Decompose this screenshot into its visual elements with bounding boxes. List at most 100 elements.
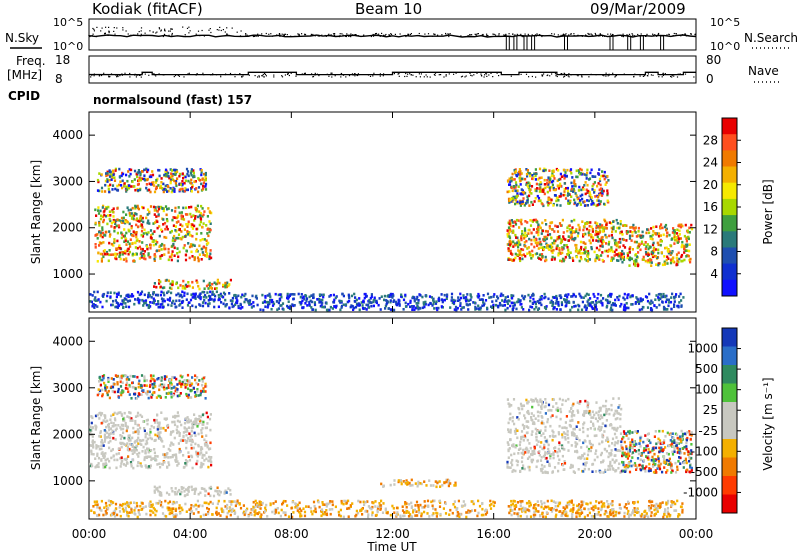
echo-cell [187, 437, 190, 440]
echo-cell [544, 255, 547, 259]
echo-cell [276, 300, 279, 303]
echo-cell [156, 488, 159, 491]
echo-cell [517, 249, 520, 252]
echo-cell [186, 172, 189, 176]
echo-cell [178, 434, 181, 437]
echo-cell [672, 259, 675, 263]
echo-cell [162, 182, 165, 186]
echo-cell [212, 293, 216, 296]
echo-cell [154, 242, 158, 246]
nave-dot [98, 75, 100, 77]
echo-cell [159, 394, 162, 398]
echo-cell [508, 222, 511, 226]
echo-cell [529, 296, 532, 299]
echo-cell [122, 510, 125, 513]
echo-cell [184, 253, 188, 257]
echo-cell [540, 176, 543, 179]
sky-noise-dot [268, 33, 270, 35]
echo-cell [120, 236, 123, 240]
echo-cell [179, 439, 182, 443]
echo-cell [120, 231, 123, 235]
nave-dot [135, 76, 137, 78]
echo-cell [652, 225, 655, 229]
echo-cell [542, 247, 545, 251]
echo-cell [484, 299, 488, 302]
echo-cell [181, 295, 184, 299]
echo-cell [102, 419, 105, 422]
echo-cell [175, 428, 178, 432]
echo-cell [112, 207, 115, 210]
echo-cell [202, 279, 205, 283]
echo-cell [154, 206, 157, 209]
echo-cell [132, 259, 136, 262]
echo-cell [136, 452, 139, 456]
echo-cell [99, 435, 102, 438]
echo-cell [155, 285, 158, 289]
echo-cell [619, 305, 622, 308]
echo-cell [204, 301, 207, 305]
echo-cell [544, 259, 547, 263]
echo-cell [197, 394, 200, 397]
echo-cell [523, 204, 526, 207]
echo-cell [110, 225, 113, 228]
echo-cell [638, 300, 641, 303]
echo-cell [577, 169, 580, 172]
echo-cell [198, 253, 201, 256]
echo-cell [185, 249, 188, 253]
echo-cell [167, 207, 170, 210]
echo-cell [138, 439, 142, 442]
echo-cell [134, 419, 137, 423]
echo-cell [655, 225, 658, 228]
echo-cell [618, 294, 621, 298]
echo-cell [599, 187, 603, 190]
echo-cell [106, 170, 109, 174]
echo-cell [506, 295, 509, 298]
sky-noise-dot [604, 35, 606, 37]
echo-cell [567, 235, 570, 238]
nave-dot [420, 73, 422, 75]
nave-dot [248, 74, 250, 76]
echo-cell [161, 440, 164, 443]
echo-cell [177, 220, 180, 223]
echo-cell [135, 397, 138, 400]
echo-cell [550, 249, 553, 253]
echo-cell [673, 238, 676, 242]
echo-cell [620, 230, 623, 234]
echo-cell [102, 462, 105, 466]
echo-cell [187, 387, 190, 391]
echo-cell [190, 429, 193, 433]
echo-cell [180, 294, 183, 297]
echo-cell [446, 293, 449, 297]
echo-cell [101, 454, 105, 457]
echo-cell [611, 250, 614, 253]
echo-cell [171, 178, 174, 181]
sky-noise-dot [680, 35, 682, 37]
nave-dot [351, 73, 354, 75]
echo-cell [520, 222, 523, 226]
echo-cell [96, 506, 99, 509]
sky-noise-dot [261, 33, 263, 35]
echo-cell [189, 384, 192, 387]
echo-cell [151, 170, 154, 173]
echo-cell [636, 297, 639, 301]
nave-dot [129, 72, 131, 75]
echo-cell [561, 246, 564, 250]
nave-dot [196, 73, 198, 75]
echo-cell [519, 179, 522, 182]
echo-cell [653, 304, 656, 308]
echo-cell [461, 306, 464, 309]
echo-cell [218, 489, 221, 493]
echo-cell [559, 308, 562, 311]
echo-cell [678, 257, 681, 261]
echo-cell [125, 458, 128, 461]
echo-cell [380, 295, 383, 298]
freq-label-line1: Freq. [16, 54, 46, 68]
echo-cell [199, 212, 202, 215]
sky-noise-dot [104, 33, 106, 35]
echo-cell [160, 491, 163, 495]
echo-cell [533, 245, 536, 249]
echo-cell [510, 240, 513, 244]
echo-cell [173, 190, 176, 193]
echo-cell [683, 234, 686, 238]
echo-cell [309, 299, 312, 303]
